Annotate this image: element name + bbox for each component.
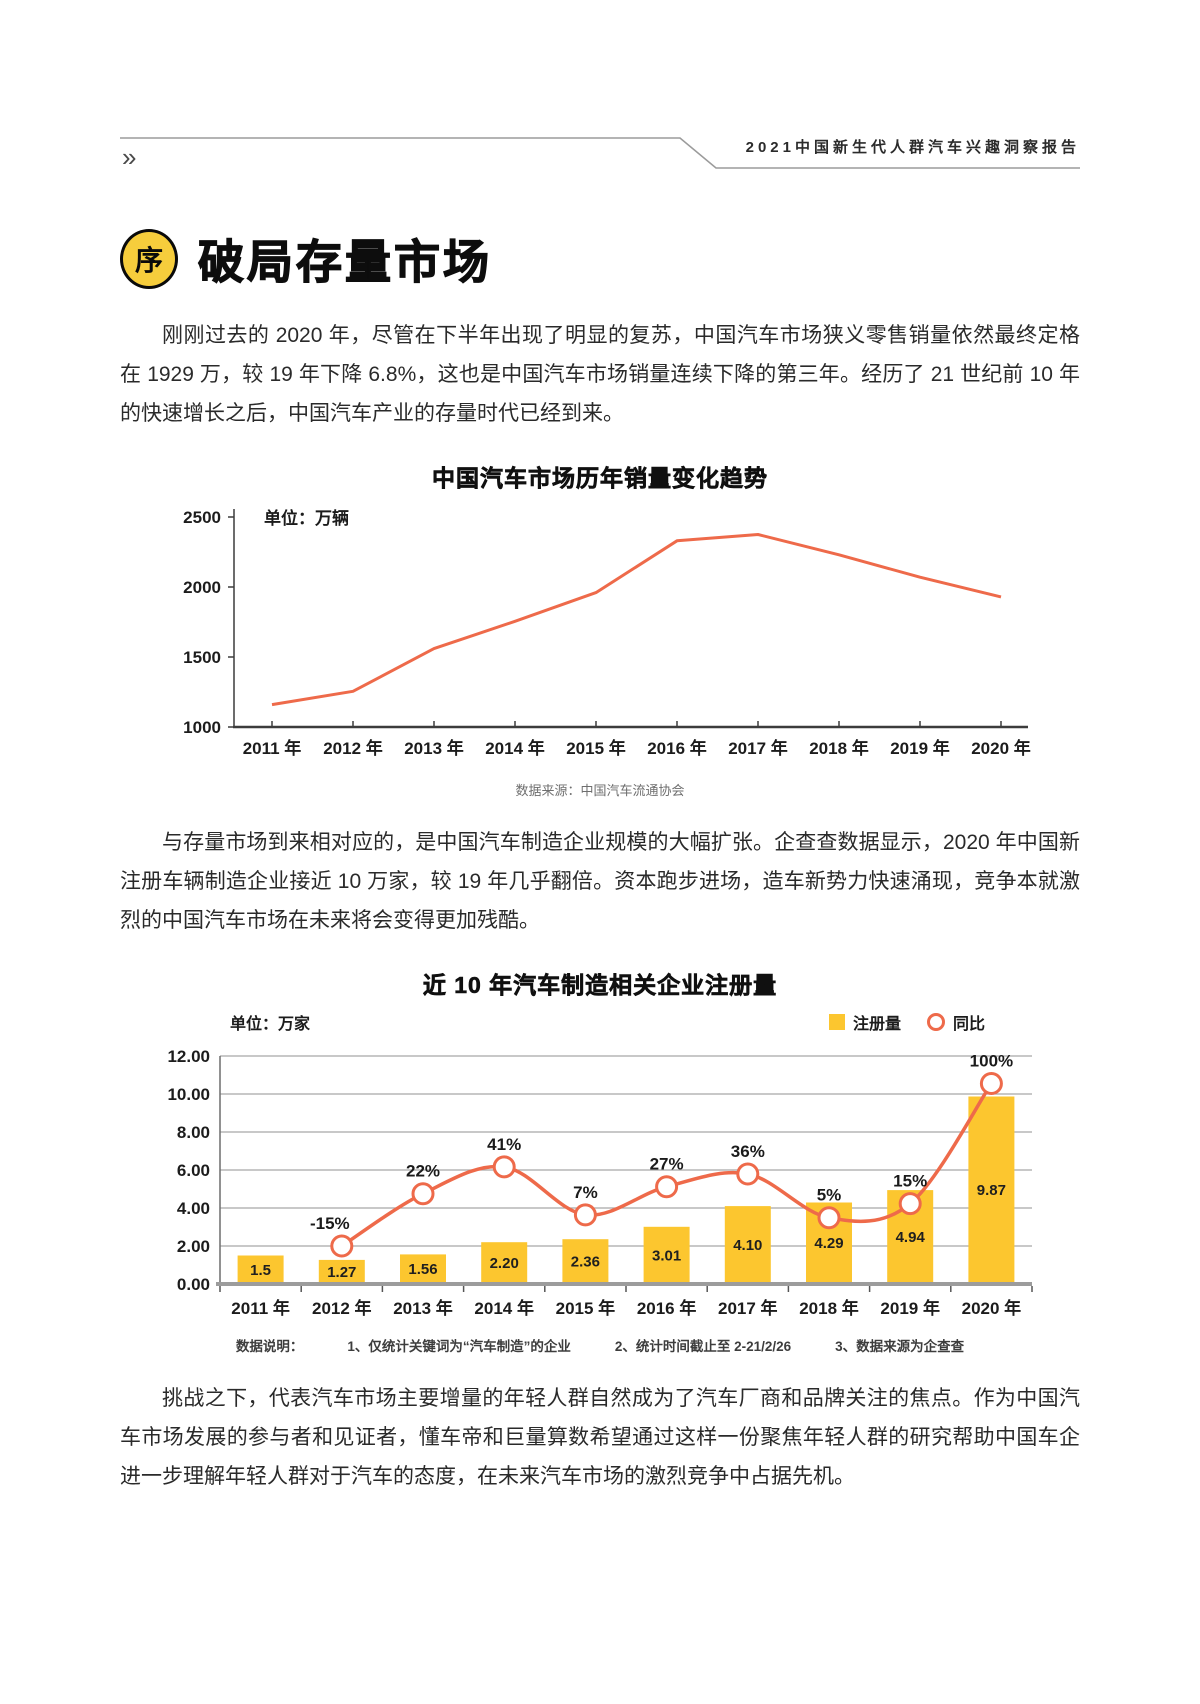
svg-text:1000: 1000 — [183, 718, 221, 737]
svg-text:10.00: 10.00 — [167, 1085, 210, 1104]
chart2-unit-label: 单位：万家 — [230, 1016, 311, 1033]
svg-text:2500: 2500 — [183, 508, 221, 527]
svg-text:5%: 5% — [817, 1186, 842, 1205]
chart1-title: 中国汽车市场历年销量变化趋势 — [432, 465, 768, 492]
double-chevron-icon: » — [122, 142, 137, 172]
svg-text:8.00: 8.00 — [177, 1123, 210, 1142]
svg-text:2.36: 2.36 — [571, 1254, 600, 1271]
svg-text:1.27: 1.27 — [327, 1264, 356, 1281]
paragraph-3: 挑战之下，代表汽车市场主要增量的年轻人群自然成为了汽车厂商和品牌关注的焦点。作为… — [120, 1387, 1080, 1488]
section-badge-icon: 序 — [120, 229, 178, 289]
svg-text:2020 年: 2020 年 — [971, 738, 1031, 758]
svg-text:1.5: 1.5 — [250, 1262, 271, 1279]
chart1-plot: 2500 2000 1500 1000 2011 年 2012 年 2013 年 2014 年… — [160, 499, 1040, 766]
sales-trend-chart-section: 中国汽车市场历年销量变化趋势 2500 2000 1500 1000 2011 年 201… — [120, 459, 1080, 799]
section-heading: 序 破局存量市场 — [120, 226, 1080, 292]
chart1-source-note: 数据来源：中国汽车流通协会 — [515, 783, 685, 798]
svg-text:27%: 27% — [650, 1155, 684, 1174]
registrations-chart-section: 近 10 年汽车制造相关企业注册量 单位：万家 注册量 同比 0.00 2.00 4… — [120, 966, 1080, 1355]
svg-text:4.94: 4.94 — [896, 1229, 926, 1246]
chart2-legend-row: 单位：万家 注册量 同比 — [160, 1010, 1040, 1034]
header-rule — [120, 137, 1080, 169]
svg-text:2015 年: 2015 年 — [566, 738, 626, 758]
chart1-svg: 2500 2000 1500 1000 2011 年 2012 年 2013 年 2014 年… — [183, 508, 1031, 758]
note-item-3: 3、数据来源为企查查 — [835, 1339, 965, 1354]
chart2-title: 近 10 年汽车制造相关企业注册量 — [422, 972, 778, 999]
svg-text:0.00: 0.00 — [177, 1275, 210, 1294]
svg-text:2018 年: 2018 年 — [799, 1298, 859, 1318]
svg-text:单位：万辆: 单位：万辆 — [264, 508, 349, 528]
bar-swatch-icon — [828, 1014, 845, 1030]
svg-text:1.56: 1.56 — [408, 1261, 437, 1278]
page-header: » 2021中国新生代人群汽车兴趣洞察报告 — [120, 108, 1080, 182]
svg-text:2014 年: 2014 年 — [474, 1298, 534, 1318]
svg-text:2016 年: 2016 年 — [637, 1298, 697, 1318]
svg-text:2012 年: 2012 年 — [312, 1298, 372, 1318]
svg-text:12.00: 12.00 — [167, 1047, 210, 1066]
svg-text:2020 年: 2020 年 — [962, 1298, 1022, 1318]
report-title: 2021中国新生代人群汽车兴趣洞察报告 — [745, 139, 1080, 156]
legend-item-registrations: 注册量 — [828, 1010, 901, 1034]
note-label: 数据说明： — [235, 1339, 304, 1354]
svg-text:2016 年: 2016 年 — [647, 738, 707, 758]
svg-text:4.29: 4.29 — [814, 1235, 843, 1252]
legend-label: 注册量 — [852, 1016, 901, 1033]
svg-text:2013 年: 2013 年 — [404, 738, 464, 758]
section-title: 破局存量市场 — [197, 235, 492, 288]
paragraph-2: 与存量市场到来相对应的，是中国汽车制造企业规模的大幅扩张。企查查数据显示，202… — [120, 831, 1080, 932]
svg-text:36%: 36% — [731, 1142, 765, 1161]
svg-text:2013 年: 2013 年 — [393, 1298, 453, 1318]
svg-text:2011 年: 2011 年 — [243, 738, 302, 758]
svg-text:4.00: 4.00 — [177, 1199, 210, 1218]
svg-text:2.00: 2.00 — [177, 1237, 210, 1256]
svg-text:2018 年: 2018 年 — [809, 738, 869, 758]
note-item-2: 2、统计时间截止至 2-21/2/26 — [614, 1339, 792, 1354]
svg-text:7%: 7% — [573, 1183, 598, 1202]
circle-marker-icon — [926, 1013, 945, 1031]
svg-text:2017 年: 2017 年 — [718, 1298, 778, 1318]
chart2-legend: 注册量 同比 — [828, 1010, 985, 1034]
svg-text:2000: 2000 — [183, 578, 221, 597]
svg-text:2012 年: 2012 年 — [323, 738, 383, 758]
svg-text:2015 年: 2015 年 — [556, 1298, 616, 1318]
svg-text:15%: 15% — [893, 1172, 927, 1191]
svg-text:-15%: -15% — [310, 1214, 350, 1233]
svg-text:2.20: 2.20 — [490, 1255, 519, 1272]
svg-text:2017 年: 2017 年 — [728, 738, 788, 758]
svg-text:9.87: 9.87 — [977, 1182, 1006, 1199]
svg-text:22%: 22% — [406, 1162, 440, 1181]
legend-item-yoy: 同比 — [926, 1010, 985, 1034]
svg-text:2014 年: 2014 年 — [485, 738, 545, 758]
svg-text:100%: 100% — [970, 1052, 1013, 1071]
svg-text:2019 年: 2019 年 — [880, 1298, 940, 1318]
svg-text:1500: 1500 — [183, 648, 221, 667]
svg-text:2011 年: 2011 年 — [231, 1298, 290, 1318]
svg-text:3.01: 3.01 — [652, 1247, 681, 1264]
svg-text:2019 年: 2019 年 — [890, 738, 950, 758]
note-item-1: 1、仅统计关键词为“汽车制造”的企业 — [347, 1339, 571, 1354]
chart2-data-note: 数据说明： 1、仅统计关键词为“汽车制造”的企业 2、统计时间截止至 2-21/… — [160, 1335, 1040, 1355]
svg-text:41%: 41% — [487, 1135, 521, 1154]
svg-text:6.00: 6.00 — [177, 1161, 210, 1180]
svg-text:4.10: 4.10 — [733, 1237, 762, 1254]
legend-label: 同比 — [952, 1016, 985, 1033]
chart2-svg: 0.00 2.00 4.00 6.00 8.00 10.00 12.00 1.5 1.27 1.5… — [167, 1047, 1033, 1318]
paragraph-1: 刚刚过去的 2020 年，尽管在下半年出现了明显的复苏，中国汽车市场狭义零售销量… — [120, 324, 1080, 425]
chart2-plot: 0.00 2.00 4.00 6.00 8.00 10.00 12.00 1.5 1.27 1.5… — [160, 1034, 1040, 1325]
